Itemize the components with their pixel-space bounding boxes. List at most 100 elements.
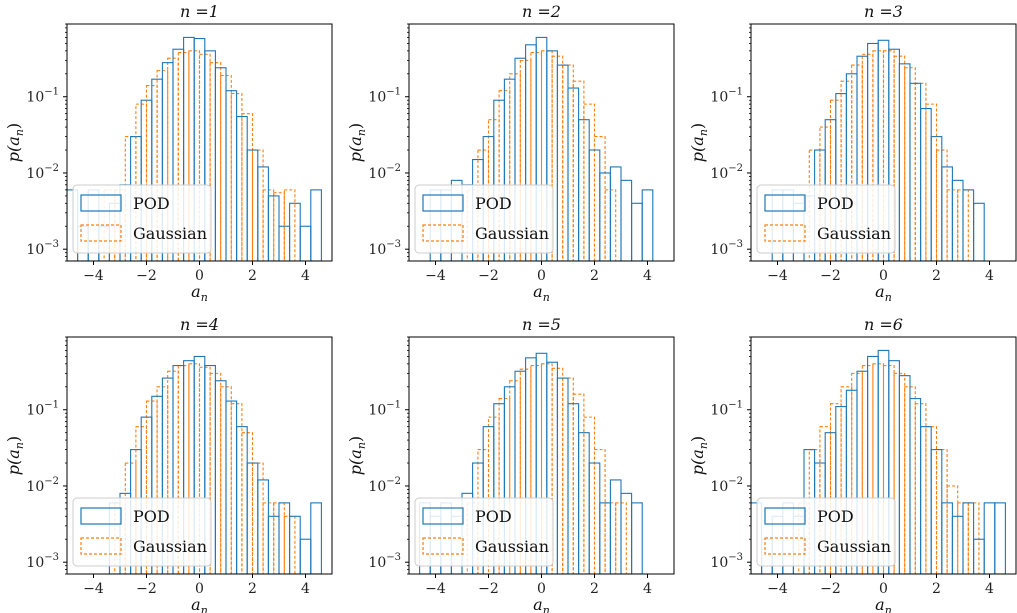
x-tick-label: −2 [136,268,157,284]
y-tick-label: 10−3 [368,552,401,571]
pod-bar [620,179,633,261]
x-axis-label: an [533,595,550,613]
pod-bar [631,502,643,574]
x-tick-label: −2 [820,268,841,284]
x-tick-label: 2 [590,268,599,284]
legend-box [756,184,896,254]
gaussian-bar [273,192,285,261]
legend-swatch-pod [764,194,806,212]
x-tick-label: −4 [83,268,104,284]
x-tick-label: 4 [985,581,994,597]
legend-box [414,184,554,254]
legend-label-pod: POD [133,507,170,526]
x-tick-label: −4 [425,581,446,597]
gaussian-bar [840,386,853,574]
y-tick-label: 10−3 [710,239,743,258]
x-tick-label: −4 [83,581,104,597]
x-axis-label: an [191,595,208,613]
y-tick-label: 10−1 [26,400,59,419]
legend-box [72,184,212,254]
pod-bar [994,502,1006,574]
subplot-title: n =5 [522,315,561,334]
legend-swatch-pod [80,507,122,525]
x-tick-label: 4 [643,581,652,597]
x-tick-label: 2 [932,268,941,284]
y-tick-label: 10−2 [368,476,401,495]
x-tick-label: 4 [301,581,310,597]
y-tick-label: 10−2 [710,476,743,495]
legend-swatch-pod [422,507,464,525]
x-tick-label: −4 [425,268,446,284]
subplot-title: n =2 [522,2,561,21]
subplot-title: n =3 [864,2,903,21]
x-axis-label: an [533,282,550,304]
subplot-5: −4 −2 0 2 4 10−3 10−2 10−1 n =5 an p(an) POD Gaussia… [346,315,675,613]
legend-label-gaussian: Gaussian [475,537,549,556]
pod-bar [941,502,953,574]
legend-box [756,497,896,567]
x-tick-label: 4 [301,268,310,284]
x-tick-label: 0 [195,581,204,597]
legend-label-gaussian: Gaussian [817,537,891,556]
gaussian-bar [583,416,596,574]
subplot-2: −4 −2 0 2 4 10−3 10−2 10−1 n =2 an p(an) POD Gaussia… [346,2,675,304]
y-tick-label: 10−1 [368,400,401,419]
pod-bar [310,189,322,261]
x-tick-label: −2 [478,581,499,597]
x-axis-label: an [875,595,892,613]
gaussian-bar [593,136,606,261]
subplot-title: n =4 [180,315,219,334]
legend-label-gaussian: Gaussian [817,224,891,243]
legend-box [414,497,554,567]
y-axis-label: p(an) [346,123,368,162]
subplot-3: −4 −2 0 2 4 10−3 10−2 10−1 n =3 an p(an) POD Gaussia… [688,2,1017,304]
y-tick-label: 10−3 [26,239,59,258]
subplot-1: −4 −2 0 2 4 10−3 10−2 10−1 n =1 an p(an) POD Gaussia… [4,2,333,304]
subplot-title: n =1 [180,2,219,21]
legend-label-gaussian: Gaussian [475,224,549,243]
x-tick-label: −2 [136,581,157,597]
x-tick-label: −2 [820,581,841,597]
gaussian-bar [583,103,596,261]
legend-swatch-pod [764,507,806,525]
y-axis-label: p(an) [688,436,710,475]
x-tick-label: 0 [537,268,546,284]
y-axis-label: p(an) [688,123,710,162]
subplot-6: −4 −2 0 2 4 10−3 10−2 10−1 n =6 an p(an) POD Gaussia… [688,315,1017,613]
x-axis-label: an [875,282,892,304]
legend: POD Gaussian [756,497,896,567]
x-tick-label: 2 [248,268,257,284]
x-tick-label: 4 [643,268,652,284]
y-axis-label: p(an) [4,436,26,475]
y-tick-label: 10−1 [710,87,743,106]
y-tick-label: 10−1 [710,400,743,419]
y-tick-label: 10−2 [26,476,59,495]
x-tick-label: 2 [932,581,941,597]
y-axis-label: p(an) [346,436,368,475]
x-tick-label: 2 [248,581,257,597]
y-tick-label: 10−1 [368,87,401,106]
x-tick-label: 0 [879,268,888,284]
x-tick-label: 0 [537,581,546,597]
x-tick-label: −4 [767,581,788,597]
legend: POD Gaussian [756,184,896,254]
pod-bar [299,538,312,574]
x-tick-label: 0 [879,581,888,597]
subplot-4: −4 −2 0 2 4 10−3 10−2 10−1 n =4 an p(an) POD Gaussia… [4,315,333,613]
legend-label-pod: POD [475,194,512,213]
gaussian-bar [241,113,254,261]
pod-bar [983,502,996,574]
x-axis-label: an [191,282,208,304]
legend: POD Gaussian [72,184,212,254]
y-tick-label: 10−3 [710,552,743,571]
legend-swatch-gaussian [422,537,464,555]
pod-bar [310,502,322,574]
legend-label-pod: POD [133,194,170,213]
gaussian-bar [593,449,606,574]
pod-bar [289,515,301,574]
y-axis-label: p(an) [4,123,26,162]
legend-swatch-gaussian [764,224,806,242]
pod-bar [641,189,654,261]
y-tick-label: 10−3 [368,239,401,258]
legend-label-pod: POD [475,507,512,526]
